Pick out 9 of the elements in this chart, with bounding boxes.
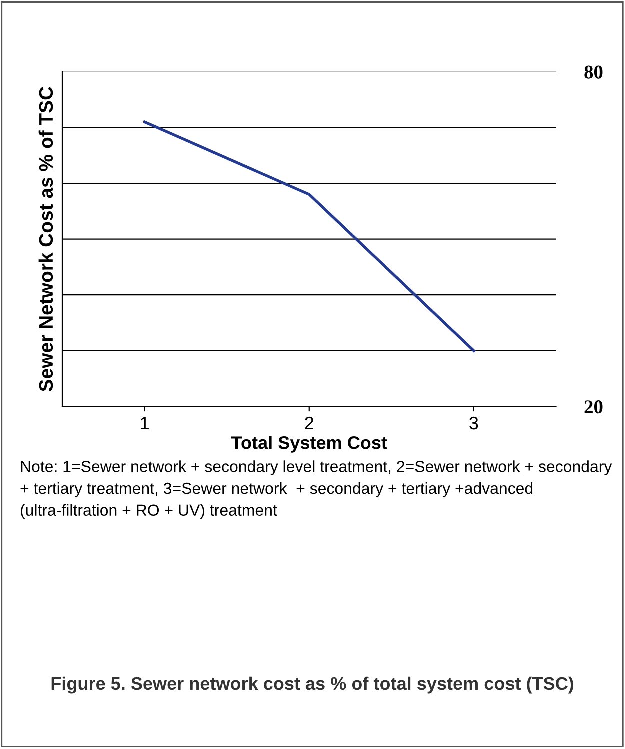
x-tick-label: 3	[470, 416, 478, 430]
x-axis-title: Total System Cost	[231, 436, 388, 453]
y-tick-label: 20	[584, 400, 603, 414]
text: Note: 1=Sewer network + secondary level treatment, 2=Sewer network + secondary + tertiary treatment, 3=Sewer network + secondary + tertiary +advanced (ultra-filtration + RO + UV) treatment	[20, 460, 612, 520]
x-tick-label: 1	[141, 417, 149, 430]
y-axis-title: Sewer Network Cost as % of TSC	[38, 86, 54, 392]
text: Figure 5. Sewer network cost as % of total system cost (TSC)	[52, 676, 574, 694]
x-tick-label: 2	[305, 416, 314, 430]
y-tick-label: 80	[584, 66, 603, 79]
